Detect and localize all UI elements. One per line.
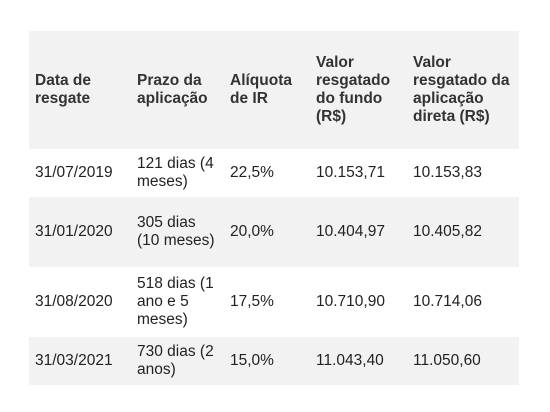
header-prazo-da-aplicacao: Prazo da aplicação [137,72,208,107]
cell-fund-value: 10.153,71 [316,164,385,181]
cell-term: 730 dias (2 anos) [137,343,214,378]
cell-term: 305 dias (10 meses) [137,214,215,249]
cell-rate: 22,5% [230,164,274,181]
cell-date: 31/01/2020 [35,223,113,240]
table-row: 31/07/2019 121 dias (4 meses) 22,5% 10.1… [29,149,519,197]
table-row: 31/03/2021 730 dias (2 anos) 15,0% 11.04… [29,337,519,385]
table-header-row: Data de resgate Prazo da aplicação Alíqu… [29,31,519,149]
cell-fund-value: 11.043,40 [316,352,384,369]
cell-direct-value: 10.153,83 [413,164,482,181]
cell-date: 31/07/2019 [35,164,113,181]
cell-date: 31/03/2021 [35,352,113,369]
header-valor-resgatado-fundo: Valor resgatado do fundo (R$) [316,54,391,125]
cell-date: 31/08/2020 [35,293,113,310]
cell-term: 518 dias (1 ano e 5 meses) [137,275,214,328]
header-aliquota-de-ir: Alíquota de IR [230,72,292,107]
cell-rate: 17,5% [230,293,274,310]
table-row: 31/01/2020 305 dias (10 meses) 20,0% 10.… [29,197,519,267]
cell-term: 121 dias (4 meses) [137,155,214,190]
cell-direct-value: 10.714,06 [413,293,482,310]
cell-rate: 15,0% [230,352,274,369]
cell-fund-value: 10.710,90 [316,293,385,310]
header-data-de-resgate: Data de resgate [35,72,91,107]
redemption-table: Data de resgate Prazo da aplicação Alíqu… [29,31,519,385]
cell-fund-value: 10.404,97 [316,223,385,240]
cell-direct-value: 10.405,82 [413,223,482,240]
table-container: Data de resgate Prazo da aplicação Alíqu… [29,31,519,385]
cell-direct-value: 11.050,60 [413,352,481,369]
header-valor-resgatado-aplicacao-direta: Valor resgatado da aplicação direta (R$) [413,54,510,125]
table-row: 31/08/2020 518 dias (1 ano e 5 meses) 17… [29,267,519,337]
cell-rate: 20,0% [230,223,274,240]
